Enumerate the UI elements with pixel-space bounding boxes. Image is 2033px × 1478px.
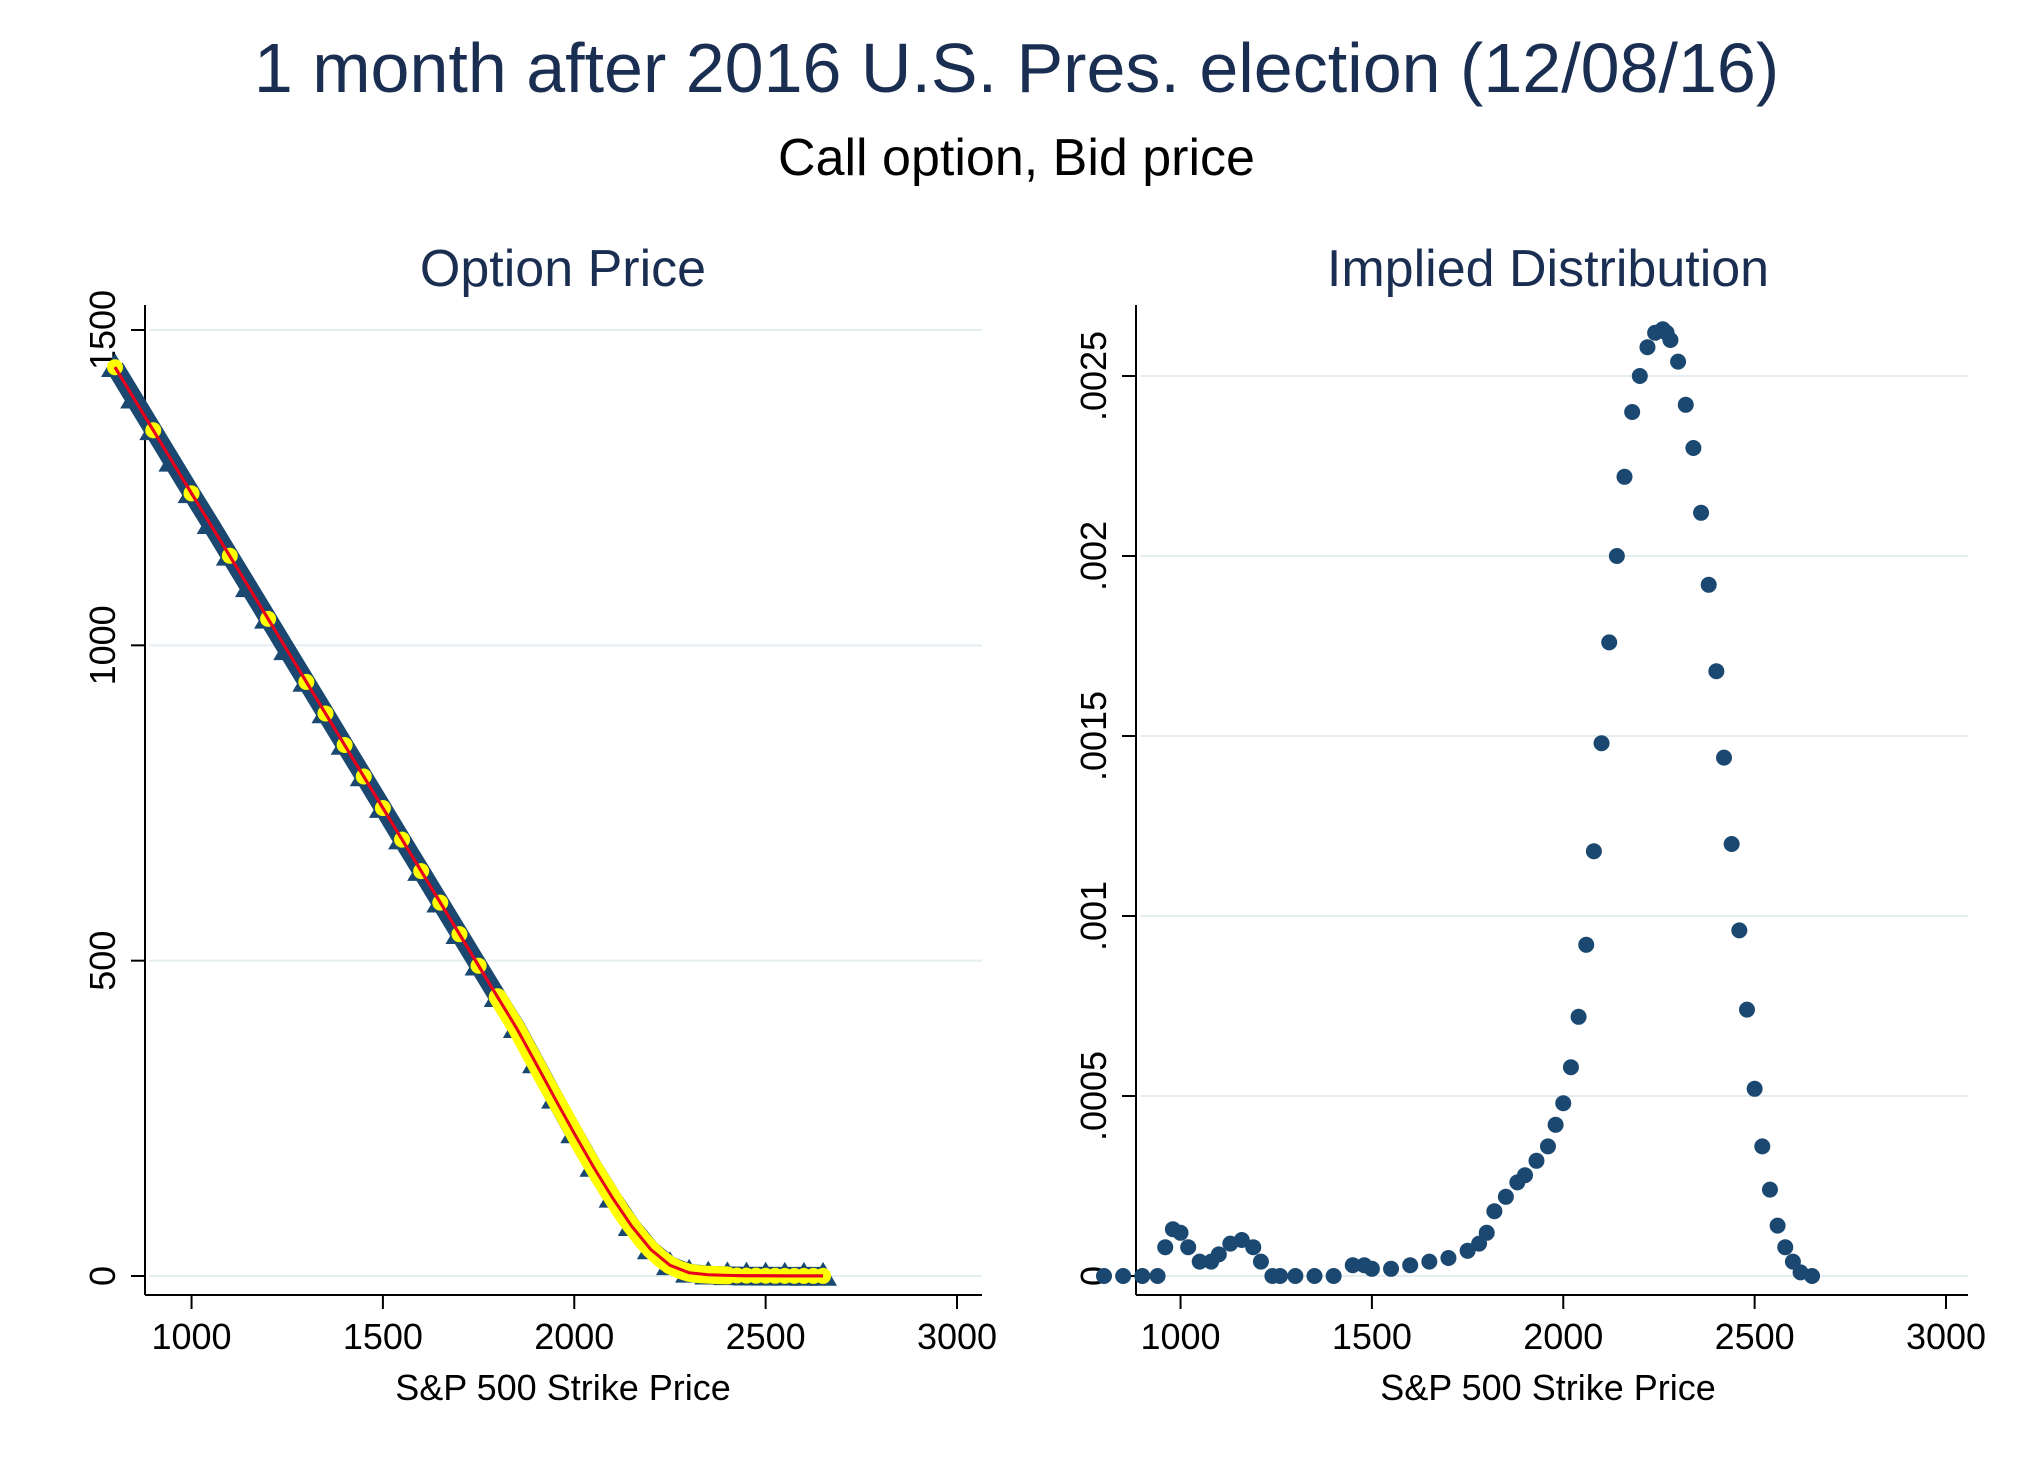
x-tick-label: 2500 bbox=[726, 1316, 806, 1357]
data-point-circle bbox=[1685, 440, 1702, 456]
y-tick-label: .0025 bbox=[1073, 331, 1114, 421]
option-price-gridlines bbox=[149, 329, 982, 1277]
x-tick-label: 1500 bbox=[1332, 1316, 1412, 1357]
data-point-circle bbox=[1585, 843, 1602, 860]
data-point-circle bbox=[1761, 1181, 1778, 1198]
data-point-circle bbox=[1738, 1001, 1755, 1018]
implied-distribution-axes: 1000 1500 2000 2500 30000.0005.001.0015.002.… bbox=[1073, 305, 1986, 1357]
data-point-circle bbox=[1731, 922, 1748, 939]
chart-subtitle: Call option, Bid price bbox=[778, 129, 1255, 187]
data-point-circle bbox=[1478, 1224, 1495, 1241]
x-tick-label: 3000 bbox=[1906, 1316, 1986, 1357]
y-tick-label: 0 bbox=[82, 1266, 123, 1286]
implied-distribution-gridlines bbox=[1140, 375, 1968, 1277]
data-point-circle bbox=[1777, 1239, 1794, 1256]
fit-line bbox=[113, 366, 823, 1278]
data-point-circle bbox=[1804, 1268, 1821, 1284]
data-band-yellow bbox=[488, 988, 737, 1285]
data-point-circle bbox=[1754, 1138, 1771, 1155]
data-point-circle bbox=[1421, 1253, 1438, 1270]
y-tick-label: 500 bbox=[82, 931, 123, 991]
data-band-navy bbox=[107, 362, 823, 1285]
y-tick-label: .002 bbox=[1073, 521, 1114, 591]
implied-distribution-panel-title: Implied Distribution bbox=[1327, 240, 1769, 298]
data-point-circle bbox=[1555, 1095, 1572, 1112]
data-point-circle bbox=[1593, 735, 1610, 752]
option-price-panel-title: Option Price bbox=[420, 240, 706, 298]
data-point-circle bbox=[1639, 339, 1656, 356]
data-point-circle bbox=[1578, 936, 1595, 953]
data-point-circle bbox=[1210, 1246, 1227, 1263]
option-price-x-axis-title: S&P 500 Strike Price bbox=[395, 1367, 731, 1408]
data-point-circle bbox=[1325, 1268, 1342, 1284]
x-tick-label: 1000 bbox=[1140, 1316, 1220, 1357]
data-point-circle bbox=[1547, 1116, 1564, 1133]
data-point-circle bbox=[1723, 836, 1740, 852]
data-point-circle bbox=[1662, 332, 1679, 348]
data-point-circle bbox=[1562, 1059, 1579, 1076]
data-point-circle bbox=[1716, 749, 1733, 766]
data-point-circle bbox=[1677, 396, 1694, 413]
implied-distribution-panel: 1000 1500 2000 2500 30000.0005.001.0015.002.… bbox=[1073, 240, 1986, 1408]
data-point-circle bbox=[1570, 1008, 1587, 1025]
x-tick-label: 2500 bbox=[1715, 1316, 1795, 1357]
data-point-circle bbox=[1287, 1268, 1304, 1284]
data-point-circle bbox=[1486, 1203, 1503, 1220]
data-point-circle bbox=[1157, 1239, 1174, 1256]
data-point-circle bbox=[1180, 1239, 1197, 1256]
implied-distribution-marks bbox=[1096, 321, 1821, 1284]
y-tick-label: .0015 bbox=[1073, 691, 1114, 781]
x-tick-label: 2000 bbox=[534, 1316, 614, 1357]
data-point-circle bbox=[1149, 1268, 1166, 1284]
data-point-circle bbox=[1363, 1260, 1380, 1277]
data-point-circle bbox=[1096, 1268, 1112, 1284]
implied-distribution-x-axis-title: S&P 500 Strike Price bbox=[1380, 1367, 1716, 1408]
data-point-circle bbox=[1528, 1152, 1545, 1169]
x-tick-label: 1500 bbox=[343, 1316, 423, 1357]
data-point-circle bbox=[1134, 1268, 1151, 1284]
data-point-circle bbox=[1693, 504, 1710, 521]
data-point-circle bbox=[1459, 1242, 1476, 1259]
data-point-circle bbox=[1631, 368, 1648, 384]
x-tick-label: 1000 bbox=[151, 1316, 231, 1357]
data-point-circle bbox=[1708, 663, 1725, 680]
data-point-circle bbox=[1539, 1138, 1556, 1155]
data-point-circle bbox=[1402, 1257, 1419, 1274]
data-point-circle bbox=[1172, 1224, 1189, 1241]
data-point-circle bbox=[1252, 1253, 1269, 1270]
data-point-circle bbox=[1383, 1260, 1400, 1277]
data-point-circle bbox=[1245, 1239, 1262, 1256]
data-point-circle bbox=[1616, 468, 1633, 485]
data-point-circle bbox=[1306, 1268, 1323, 1284]
x-tick-label: 3000 bbox=[917, 1316, 997, 1357]
y-tick-label: 1000 bbox=[82, 605, 123, 685]
data-point-circle bbox=[815, 1267, 832, 1284]
data-point-circle bbox=[1700, 576, 1717, 593]
data-point-circle bbox=[1233, 1232, 1250, 1248]
data-point-circle bbox=[1517, 1167, 1533, 1184]
data-point-circle bbox=[1769, 1217, 1786, 1234]
fit-line-overlay bbox=[113, 366, 823, 1278]
data-point-circle bbox=[1608, 548, 1625, 564]
data-point-circle bbox=[1272, 1268, 1289, 1284]
data-point-circle bbox=[1601, 634, 1618, 651]
data-point-circle bbox=[1746, 1080, 1763, 1097]
data-point-circle bbox=[1191, 1253, 1208, 1270]
data-point-circle bbox=[1440, 1250, 1457, 1266]
data-point-circle bbox=[1497, 1188, 1514, 1205]
data-point-circle bbox=[1344, 1257, 1361, 1274]
data-point-circle bbox=[1115, 1268, 1132, 1284]
x-tick-label: 2000 bbox=[1523, 1316, 1603, 1357]
chart-title: 1 month after 2016 U.S. Pres. election (… bbox=[253, 29, 1780, 107]
y-tick-label: .001 bbox=[1073, 881, 1114, 951]
data-point-circle bbox=[1670, 353, 1687, 370]
option-price-marks bbox=[101, 353, 838, 1286]
y-tick-label: .0005 bbox=[1073, 1051, 1114, 1141]
data-point-circle bbox=[1624, 404, 1641, 420]
